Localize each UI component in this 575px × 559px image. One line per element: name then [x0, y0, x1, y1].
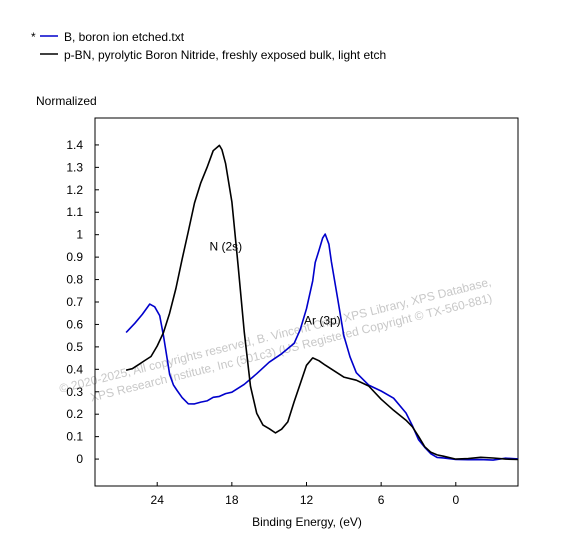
y-tick-label: 0.2	[66, 407, 83, 421]
x-tick-label: 18	[225, 493, 239, 507]
y-tick-label: 0.1	[66, 430, 83, 444]
y-tick-label: 0.7	[66, 295, 83, 309]
y-tick-label: 1.2	[66, 183, 83, 197]
x-tick-label: 24	[151, 493, 165, 507]
y-tick-label: 1	[76, 228, 83, 242]
legend-marker-boron: *	[31, 30, 36, 44]
peak-annotation: Ar (3p)	[304, 313, 341, 327]
series-line-pbn	[125, 144, 519, 461]
series-layer	[125, 144, 519, 461]
y-tick-label: 0.9	[66, 250, 83, 264]
legend: * B, boron ion etched.txt p-BN, pyrolyti…	[31, 30, 386, 62]
y-tick-label: 1.1	[66, 205, 83, 219]
y-tick-label: 0.8	[66, 273, 83, 287]
watermark: © 2020-2025, All copyrights reserved, B.…	[58, 275, 494, 405]
x-tick-label: 12	[300, 493, 314, 507]
axis-ticks: 0 0.1 0.2 0.3 0.4 0.5 0.6 0.7 0.8 0.9 1 1.1 1.2 1.3 1.…	[66, 138, 459, 507]
y-tick-label: 0	[76, 452, 83, 466]
y-tick-label: 0.6	[66, 317, 83, 331]
legend-label-boron: B, boron ion etched.txt	[64, 30, 185, 44]
y-tick-label: 0.3	[66, 385, 83, 399]
y-tick-label: 0.4	[66, 362, 83, 376]
x-axis-title: Binding Energy, (eV)	[252, 515, 362, 529]
x-tick-label: 0	[452, 493, 459, 507]
annotation-layer: N (2s) Ar (3p)	[209, 239, 340, 327]
y-tick-label: 1.4	[66, 138, 83, 152]
watermark-line-2: XPS Research Institute, Inc (501c3) (US …	[89, 291, 494, 405]
y-tick-label: 0.5	[66, 340, 83, 354]
watermark-line-1: © 2020-2025, All copyrights reserved, B.…	[58, 275, 493, 396]
legend-label-pbn: p-BN, pyrolytic Boron Nitride, freshly e…	[64, 48, 386, 62]
peak-annotation: N (2s)	[209, 239, 242, 253]
y-axis-title: Normalized	[36, 94, 97, 108]
x-tick-label: 6	[378, 493, 385, 507]
y-tick-label: 1.3	[66, 160, 83, 174]
